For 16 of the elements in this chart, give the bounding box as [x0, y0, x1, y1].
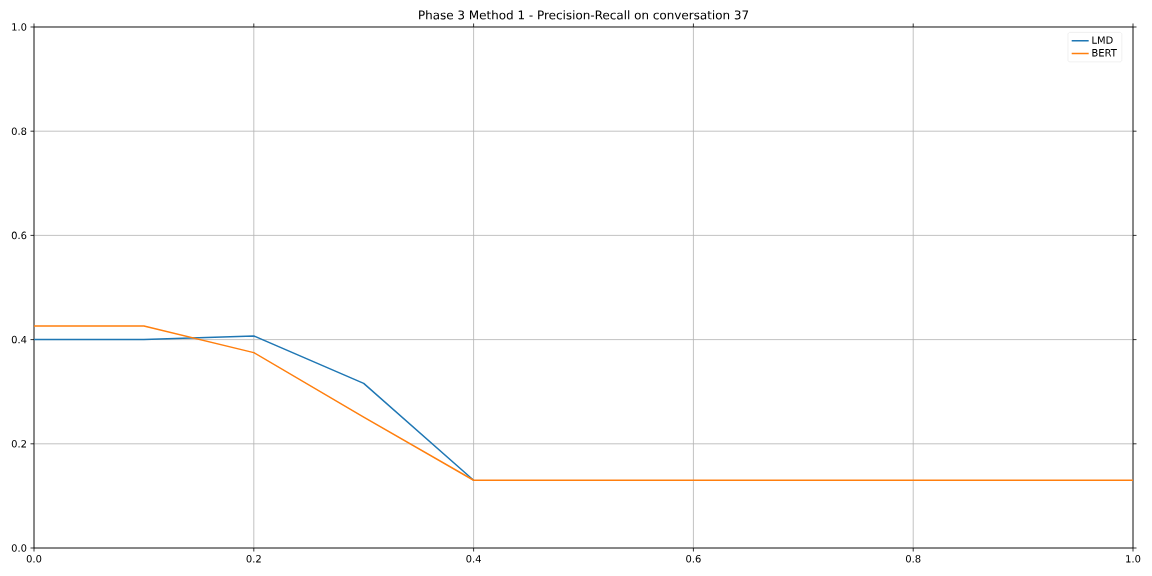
y-tick-label: 0.2 — [11, 440, 26, 448]
x-tick-label: 0.0 — [26, 555, 42, 563]
y-tick-label: 1.0 — [12, 23, 27, 31]
legend-label: BERT — [1092, 49, 1117, 57]
x-tick-label: 0.8 — [905, 555, 921, 563]
legend-label: LMD — [1092, 36, 1113, 44]
chart-title: Phase 3 Method 1 - Precision-Recall on conversation 37 — [419, 10, 749, 20]
x-tick-label: 1.0 — [1126, 555, 1141, 563]
y-tick-label: 0.0 — [11, 544, 27, 552]
y-tick-label: 0.4 — [11, 335, 27, 344]
x-tick-label: 0.2 — [246, 555, 261, 563]
x-tick-label: 0.6 — [686, 555, 701, 563]
x-tick-label: 0.4 — [466, 555, 481, 563]
y-tick-label: 0.8 — [11, 127, 27, 135]
y-tick-label: 0.6 — [11, 231, 27, 240]
line-series — [34, 335, 475, 482]
